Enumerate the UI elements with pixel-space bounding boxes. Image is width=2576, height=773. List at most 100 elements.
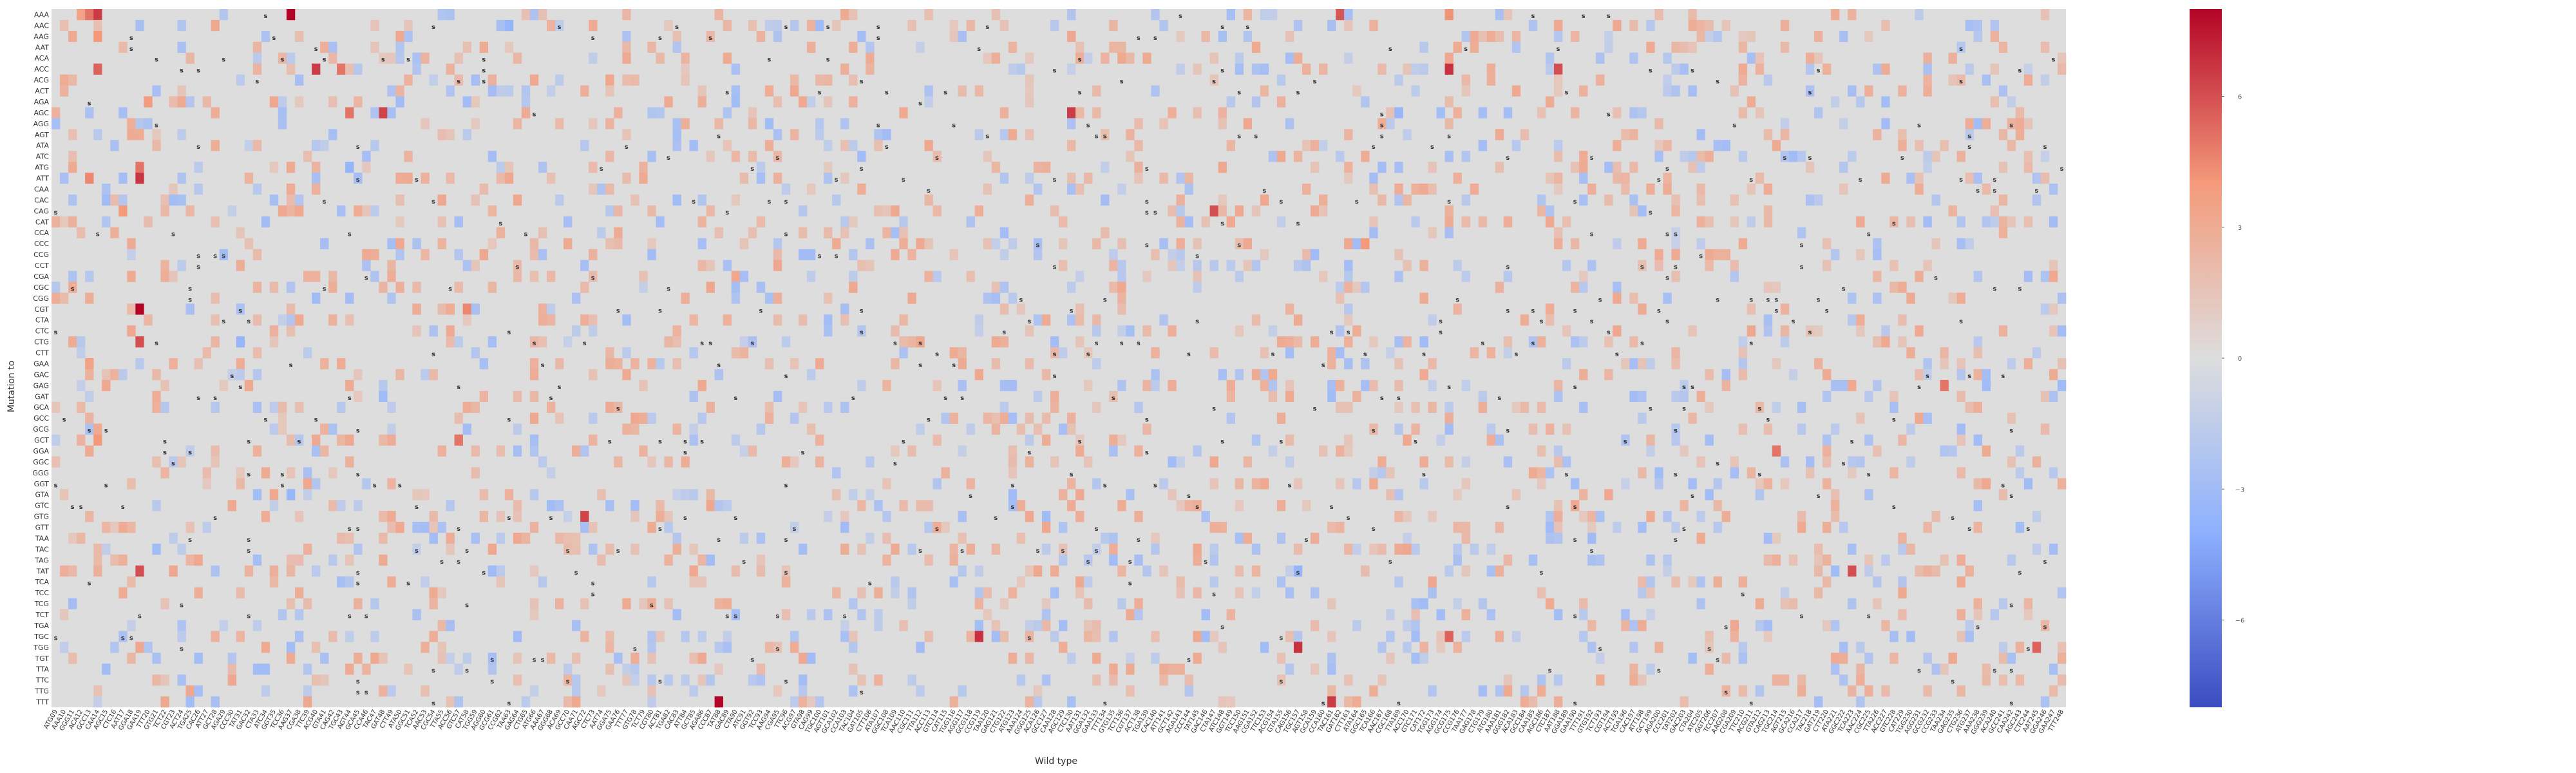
heatmap-cell: [1553, 19, 1563, 32]
heatmap-cell: [387, 401, 396, 413]
heatmap-cell: [1537, 336, 1546, 348]
cell-marker: s: [1917, 384, 1921, 391]
heatmap-cell: [236, 227, 245, 238]
heatmap-cell: [731, 151, 741, 162]
heatmap-cell: [1428, 587, 1437, 598]
heatmap-cell: [286, 565, 296, 577]
heatmap-cell: [479, 511, 489, 522]
heatmap-cell: [714, 642, 723, 653]
heatmap-cell: [1613, 522, 1622, 533]
heatmap-cell: [1226, 9, 1235, 21]
heatmap-cell: [1730, 85, 1739, 97]
heatmap-cell: [1553, 227, 1563, 238]
heatmap-cell: [160, 598, 169, 609]
heatmap-cell: [1134, 598, 1143, 609]
heatmap-cell: [1218, 162, 1227, 173]
heatmap-cell: [580, 445, 589, 457]
heatmap-cell: [1025, 696, 1034, 708]
heatmap-cell: [1780, 587, 1790, 598]
cell-marker: s: [155, 57, 158, 64]
heatmap-cell: [1587, 642, 1596, 653]
heatmap-cell: [1386, 609, 1395, 620]
heatmap-cell: [849, 140, 858, 151]
heatmap-cell: [93, 565, 102, 577]
heatmap-cell: [2023, 271, 2033, 282]
heatmap-cell: [2007, 140, 2016, 151]
heatmap-cell: [706, 151, 715, 162]
heatmap-cell: [958, 347, 967, 359]
heatmap-cell: [1470, 347, 1479, 359]
cell-marker: s: [1993, 177, 1996, 184]
cell-marker: s: [549, 515, 553, 522]
y-tick-label: TGG: [33, 644, 49, 652]
cell-marker: s: [1120, 340, 1124, 347]
heatmap-cell: [504, 19, 514, 32]
heatmap-cell: [840, 227, 849, 238]
heatmap-cell: [1982, 379, 1991, 392]
heatmap-cell: [1629, 205, 1638, 217]
heatmap-cell: [756, 674, 766, 686]
y-tick-label: AAC: [34, 21, 49, 30]
heatmap-cell: [93, 129, 102, 140]
heatmap-cell: [1176, 500, 1185, 511]
cell-marker: s: [1674, 231, 1678, 238]
heatmap-cell: [160, 467, 169, 479]
heatmap-cell: [1025, 653, 1034, 664]
cell-marker: s: [1262, 187, 1266, 195]
heatmap-cell: [2040, 696, 2050, 708]
heatmap-cell: [731, 194, 741, 206]
heatmap-cell: [1940, 554, 1949, 566]
heatmap-cell: [294, 314, 304, 326]
heatmap-cell: [454, 336, 463, 348]
heatmap-cell: [1478, 401, 1487, 413]
heatmap-cell: [1461, 456, 1470, 468]
cell-marker: s: [1674, 428, 1678, 435]
heatmap-cell: [1965, 565, 1974, 577]
heatmap-cell: [1041, 674, 1051, 686]
cell-marker: s: [1607, 13, 1611, 20]
heatmap-cell: [2007, 554, 2016, 566]
cell-marker: s: [1825, 307, 1829, 314]
heatmap-cell: [185, 303, 194, 315]
heatmap-cell: [1671, 63, 1680, 75]
heatmap-cell: [706, 260, 715, 271]
heatmap-cell: [1184, 173, 1193, 184]
heatmap-cell: [1134, 118, 1143, 129]
heatmap-cell: [790, 522, 799, 533]
heatmap-cell: [1696, 184, 1705, 195]
heatmap-cell: [1705, 401, 1714, 413]
cell-marker: s: [1212, 406, 1216, 413]
heatmap-cell: [1386, 653, 1395, 664]
heatmap-cell: [1352, 85, 1361, 97]
heatmap-cell: [1940, 663, 1949, 675]
heatmap-cell: [597, 685, 606, 697]
cell-marker: s: [1053, 373, 1057, 380]
heatmap-cell: [1059, 554, 1068, 566]
heatmap-cell: [2040, 423, 2050, 435]
heatmap-cell: [1923, 260, 1932, 271]
heatmap-cell: [899, 216, 908, 228]
heatmap-cell: [1805, 63, 1815, 75]
heatmap-cell: [1302, 500, 1311, 511]
heatmap-cell: [723, 598, 732, 609]
heatmap-cell: [110, 227, 119, 238]
heatmap-cell: [697, 412, 706, 424]
heatmap-cell: [832, 194, 841, 206]
heatmap-cell: [1831, 663, 1840, 675]
heatmap-cell: [681, 456, 690, 468]
heatmap-cell: [286, 63, 296, 75]
cell-marker: s: [1095, 340, 1099, 347]
heatmap-cell: [681, 52, 690, 64]
heatmap-cell: [1092, 238, 1101, 249]
heatmap-cell: [731, 282, 741, 293]
heatmap-cell: [1134, 554, 1143, 566]
heatmap-cell: [1864, 85, 1873, 97]
heatmap-cell: [312, 63, 321, 75]
heatmap-cell: [697, 216, 706, 228]
heatmap-cell: [320, 423, 329, 435]
heatmap-cell: [840, 522, 849, 533]
heatmap-cell: [1965, 631, 1974, 642]
cell-marker: s: [1716, 460, 1719, 467]
heatmap-cell: [1067, 30, 1076, 43]
heatmap-cell: [1940, 445, 1949, 457]
